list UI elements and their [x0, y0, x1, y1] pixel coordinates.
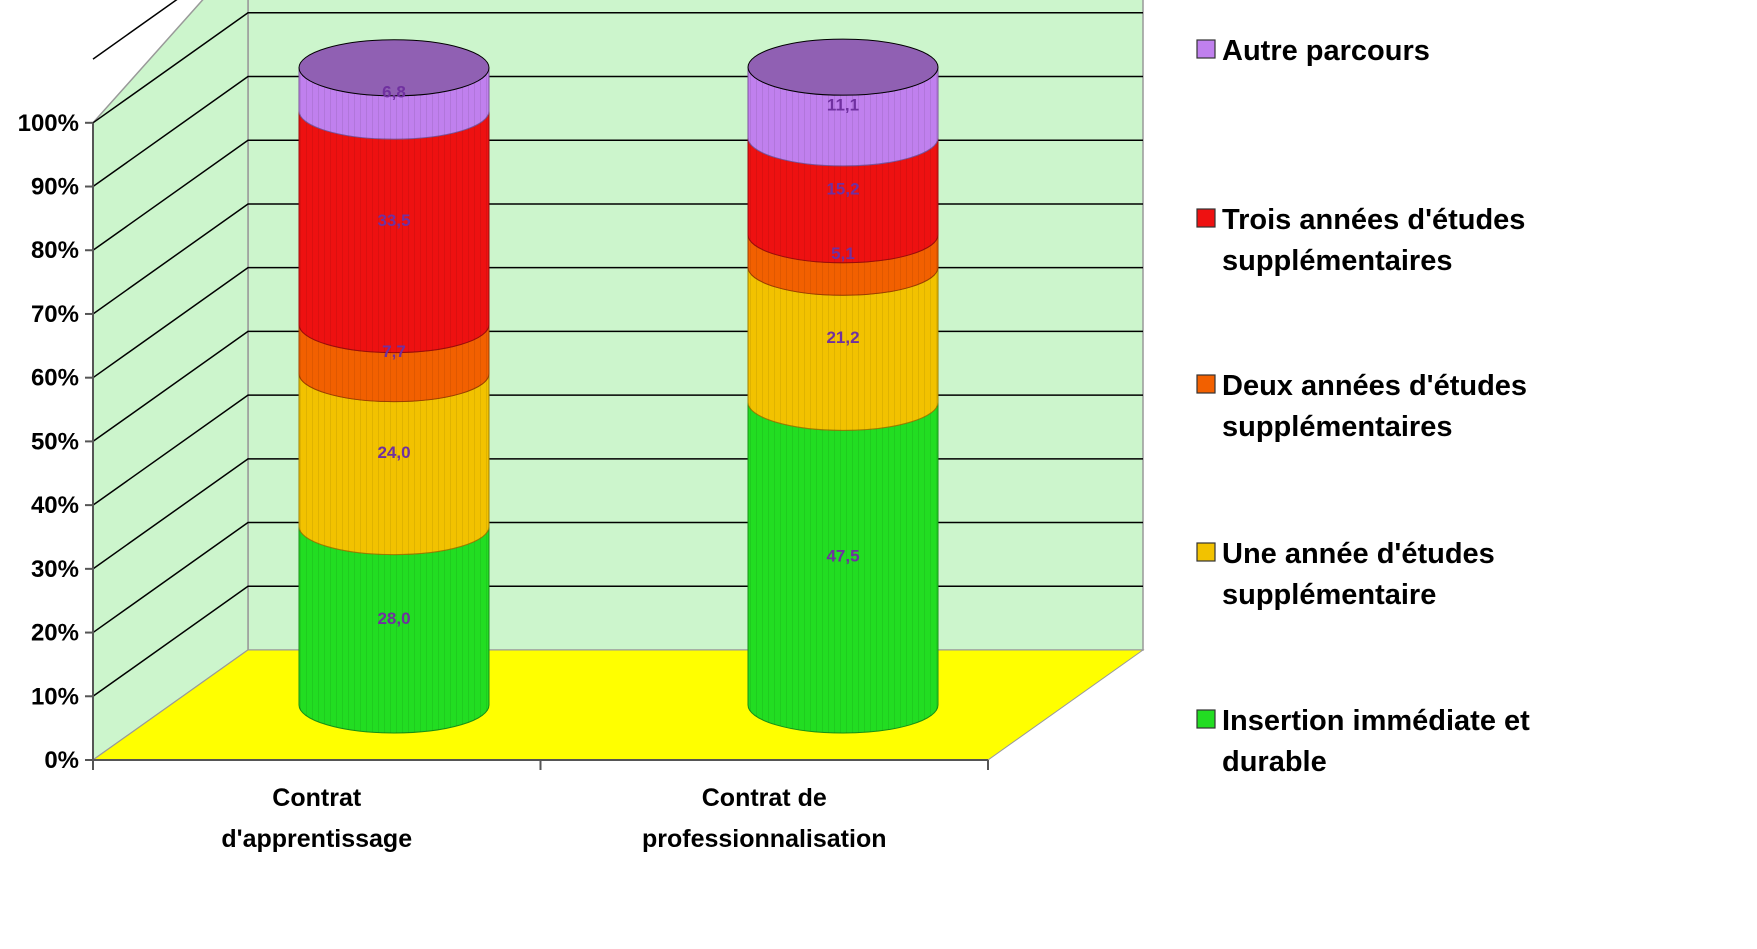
- legend-item: Insertion immédiate et durable: [1196, 705, 1530, 778]
- y-tick-label: 10%: [31, 683, 79, 710]
- x-category-label: d'apprentissage: [221, 825, 412, 853]
- data-label: 21,2: [826, 328, 859, 347]
- legend-label: supplémentaire: [1222, 579, 1436, 611]
- legend-label: Une année d'études: [1222, 538, 1495, 570]
- legend-item: Trois années d'études supplémentaires: [1196, 204, 1525, 277]
- bar-segment-texture: [299, 111, 489, 353]
- data-label: 6,8: [382, 82, 406, 101]
- legend-label: Autre parcours: [1222, 35, 1430, 67]
- bar-segment-texture: [299, 373, 489, 555]
- plot-walls: [92, 0, 1144, 762]
- data-label: 24,0: [377, 443, 410, 462]
- y-tick-label: 30%: [31, 556, 79, 583]
- data-label: 7,7: [382, 342, 406, 361]
- side-wall: [92, 0, 249, 762]
- y-tick-label: 0%: [44, 747, 79, 774]
- bars: [298, 38, 939, 734]
- data-label: 28,0: [377, 609, 410, 628]
- cylinder-top: [298, 39, 490, 97]
- legend-swatch: [1196, 208, 1216, 228]
- x-category-label: professionnalisation: [642, 825, 886, 853]
- y-tick-label: 100%: [18, 110, 79, 137]
- legend-swatch: [1196, 39, 1216, 59]
- axes: 0% 10% 20% 30% 40% 50% 60% 70% 80% 90% 100% Contrat…: [18, 110, 989, 853]
- bar-segment-texture: [748, 402, 938, 733]
- y-tick-label: 90%: [31, 174, 79, 201]
- y-tick-label: 40%: [31, 492, 79, 519]
- plot-floor: [91, 649, 1145, 761]
- y-tick-label: 80%: [31, 237, 79, 264]
- data-label: 47,5: [826, 547, 859, 566]
- y-tick-label: 50%: [31, 428, 79, 455]
- bar-segment-texture: [299, 324, 489, 402]
- bar-segment-texture: [299, 67, 489, 140]
- legend-label: supplémentaires: [1222, 245, 1452, 277]
- cylinder: [747, 38, 939, 734]
- gridline: [92, 0, 178, 60]
- legend-item: Une année d'études supplémentaire: [1196, 538, 1495, 611]
- data-label: 15,2: [826, 179, 859, 198]
- x-category-label: Contrat de: [702, 784, 827, 812]
- bar-segment-texture: [299, 526, 489, 733]
- legend-label: Insertion immédiate et: [1222, 705, 1530, 737]
- y-tick-label: 60%: [31, 365, 79, 392]
- legend-label: Trois années d'études: [1222, 204, 1525, 236]
- cylinder: [298, 39, 490, 734]
- legend: Autre parcours Trois années d'études suppl…: [1196, 35, 1530, 778]
- data-labels: 28,0 24,0 7,7 33,5 6,8 47,5 21,2 5,1 15,2 11,1: [377, 82, 859, 627]
- y-tick-label: 70%: [31, 301, 79, 328]
- legend-label: durable: [1222, 746, 1327, 778]
- data-label: 5,1: [831, 244, 855, 263]
- legend-item: Deux années d'études supplémentaires: [1196, 370, 1527, 443]
- legend-swatch: [1196, 709, 1216, 729]
- bar-segment-texture: [748, 137, 939, 263]
- legend-swatch: [1196, 374, 1216, 394]
- x-category-label: Contrat: [272, 784, 362, 812]
- legend-label: Deux années d'études: [1222, 370, 1527, 402]
- legend-swatch: [1196, 542, 1216, 562]
- floor: [91, 649, 1145, 761]
- bar-segment-texture: [748, 267, 939, 431]
- legend-item: Autre parcours: [1196, 35, 1430, 67]
- gridline: [92, 12, 1143, 124]
- legend-label: supplémentaires: [1222, 411, 1452, 443]
- bar-segment-texture: [748, 234, 939, 296]
- data-label: 33,5: [377, 211, 410, 230]
- y-tick-label: 20%: [31, 620, 79, 647]
- data-label: 11,1: [827, 96, 859, 115]
- cylinder-top: [747, 38, 939, 96]
